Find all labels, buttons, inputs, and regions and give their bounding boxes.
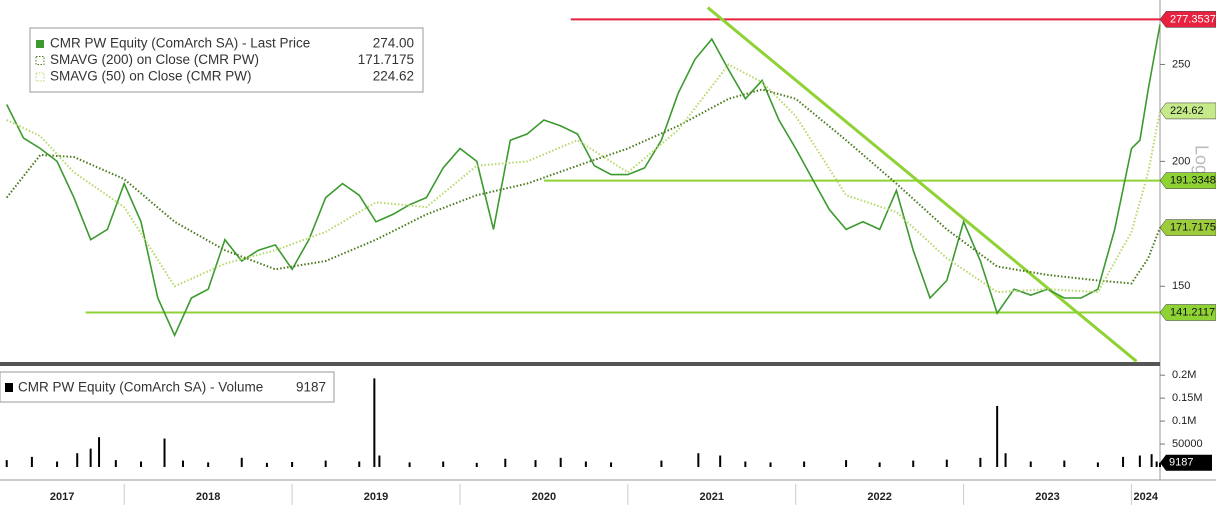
y-tick-label: 150 xyxy=(1172,280,1190,292)
volume-bar xyxy=(504,458,507,467)
legend-label: SMAVG (200) on Close (CMR PW) xyxy=(50,52,259,67)
volume-bar xyxy=(475,462,478,467)
legend-swatch xyxy=(35,56,45,65)
volume-bar xyxy=(1029,461,1032,467)
volume-bar xyxy=(442,461,445,467)
volume-bar xyxy=(979,457,982,467)
volume-bar xyxy=(324,460,327,467)
legend-label: CMR PW Equity (ComArch SA) - Volume xyxy=(18,380,263,395)
volume-bar xyxy=(181,460,184,467)
legend-value: 171.7175 xyxy=(358,52,414,67)
x-tick-label: 2018 xyxy=(196,491,220,503)
volume-bar xyxy=(76,453,79,467)
volume-bar xyxy=(56,461,59,467)
level-label: 191.3348 xyxy=(1170,174,1216,186)
volume-bar xyxy=(878,462,881,467)
level-box xyxy=(1159,304,1216,321)
legend: CMR PW Equity (ComArch SA) - Last Price 2… xyxy=(29,27,424,93)
series-line xyxy=(5,24,1161,338)
level-box xyxy=(1159,102,1216,120)
panel-separator xyxy=(0,362,1160,366)
legend-box xyxy=(29,27,424,93)
level-label: 171.7175 xyxy=(1170,221,1216,233)
series-line xyxy=(5,88,1161,285)
x-tick-label: 2019 xyxy=(364,491,388,503)
y-tick-label: 0.2M xyxy=(1172,369,1196,381)
x-tick-label: 2017 xyxy=(50,491,74,503)
y-tick-label: 50000 xyxy=(1172,438,1203,450)
legend-swatch xyxy=(5,383,13,392)
volume-bar xyxy=(5,460,8,467)
y-axis-label: Log xyxy=(1191,145,1211,175)
y-tick-label: 200 xyxy=(1172,155,1190,167)
legend-label: SMAVG (50) on Close (CMR PW) xyxy=(50,69,252,84)
x-tick-label: 2021 xyxy=(700,491,724,503)
volume-bar xyxy=(30,456,33,467)
legend-swatch xyxy=(35,72,45,82)
volume-bar xyxy=(358,461,361,467)
volume-bar xyxy=(291,461,294,467)
level-box xyxy=(1159,11,1216,28)
volume-bar xyxy=(265,462,268,467)
volume-bar xyxy=(1155,461,1158,467)
level-box xyxy=(1159,172,1216,189)
volume-bar xyxy=(1004,453,1007,467)
volume-bar xyxy=(163,438,166,467)
volume-bar xyxy=(803,461,806,467)
volume-bar xyxy=(1096,462,1099,467)
volume-bar xyxy=(240,457,243,467)
legend-box xyxy=(0,371,335,403)
last-volume-box xyxy=(1160,454,1212,471)
volume-bar xyxy=(912,460,915,467)
legend-swatch xyxy=(36,40,44,48)
volume-bar xyxy=(98,437,101,467)
volume-bar xyxy=(610,462,613,467)
volume-legend: CMR PW Equity (ComArch SA) - Volume 9187 xyxy=(0,371,335,403)
legend-value: 9187 xyxy=(296,380,326,395)
volume-bar xyxy=(584,461,587,467)
volume-bar xyxy=(114,460,117,467)
volume-bar xyxy=(378,455,381,467)
level-box xyxy=(1159,219,1216,236)
volume-bar xyxy=(660,460,663,467)
volume-bar xyxy=(534,460,537,467)
trendline xyxy=(706,6,1138,363)
x-tick-label: 2020 xyxy=(532,491,556,503)
volume-bar xyxy=(744,461,747,467)
level-label: 141.2117 xyxy=(1170,306,1215,318)
volume-bar xyxy=(1063,460,1066,467)
level-label: 277.3537 xyxy=(1170,13,1216,25)
level-label: 224.62 xyxy=(1170,105,1204,117)
volume-bar xyxy=(1138,455,1141,467)
x-tick-label: 2023 xyxy=(1035,491,1059,503)
volume-bar xyxy=(373,378,376,467)
volume-bar xyxy=(207,462,210,467)
legend-value: 274.00 xyxy=(373,36,414,51)
volume-bar xyxy=(945,459,948,467)
volume-bar xyxy=(408,462,411,467)
x-tick-label: 2024 xyxy=(1133,491,1158,503)
y-tick-label: 0.15M xyxy=(1172,392,1203,404)
last-volume-label: 9187 xyxy=(1169,457,1193,469)
volume-bar xyxy=(697,453,700,467)
volume-bar xyxy=(559,457,562,467)
volume-bar xyxy=(1159,462,1161,467)
series-line xyxy=(6,63,1161,294)
volume-bar xyxy=(140,461,143,467)
volume-bar xyxy=(89,448,92,467)
y-tick-label: 0.1M xyxy=(1172,415,1196,427)
x-tick-label: 2022 xyxy=(867,491,891,503)
legend-value: 224.62 xyxy=(373,69,414,84)
volume-bar xyxy=(1122,456,1125,467)
volume-bar xyxy=(845,460,848,467)
volume-bar xyxy=(719,455,722,467)
legend-label: CMR PW Equity (ComArch SA) - Last Price xyxy=(50,36,310,51)
volume-bar xyxy=(1150,454,1153,467)
volume-bar xyxy=(769,462,772,467)
y-tick-label: 250 xyxy=(1172,58,1190,70)
volume-bar xyxy=(996,405,999,467)
